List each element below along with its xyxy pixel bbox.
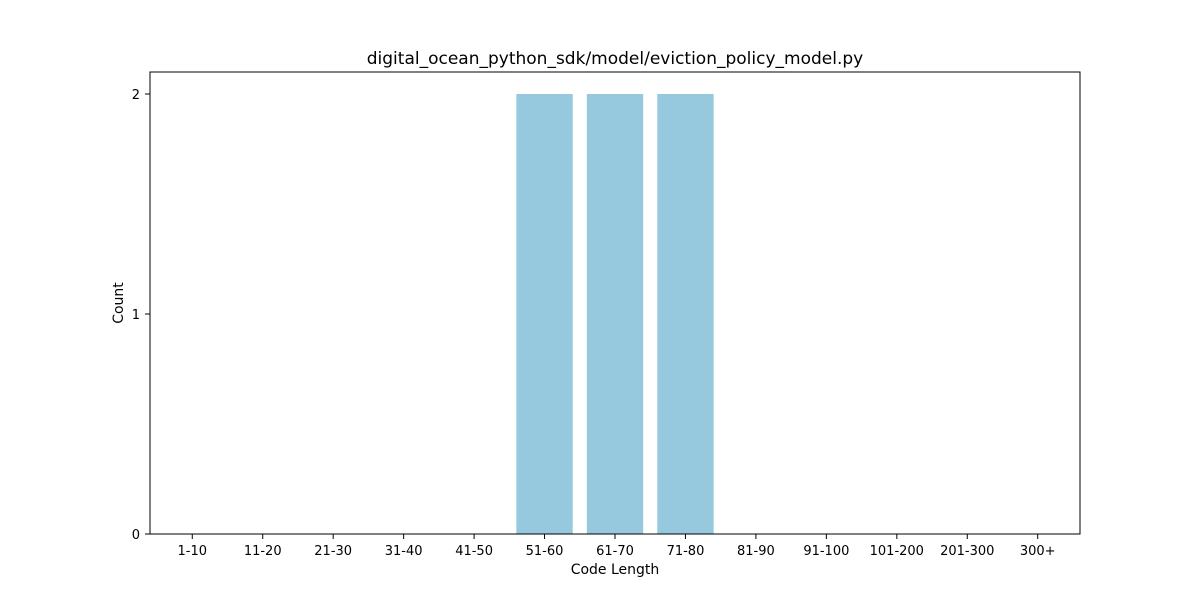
y-axis-label: Count: [111, 282, 127, 324]
x-tick-label: 31-40: [385, 544, 423, 559]
x-tick-label: 71-80: [667, 544, 705, 559]
x-tick-label: 81-90: [737, 544, 775, 559]
x-tick-label: 21-30: [314, 544, 352, 559]
x-tick-label: 11-20: [244, 544, 282, 559]
x-axis: 1-10 11-20 21-30 31-40 41-50 51-60 61-70 71-80 8…: [178, 534, 1056, 559]
bar-71-80: [657, 94, 714, 534]
x-tick-label: 51-60: [526, 544, 564, 559]
x-tick-label: 1-10: [178, 544, 208, 559]
x-axis-label: Code Length: [571, 562, 660, 578]
x-tick-label: 91-100: [803, 544, 849, 559]
y-tick-label: 1: [132, 308, 140, 323]
bars-group: [516, 94, 714, 534]
y-tick-label: 2: [132, 88, 140, 103]
x-tick-label: 300+: [1020, 544, 1056, 559]
y-axis: 0 1 2: [132, 88, 150, 543]
y-tick-label: 0: [132, 528, 140, 543]
x-tick-label: 61-70: [596, 544, 634, 559]
chart-title: digital_ocean_python_sdk/model/eviction_…: [367, 49, 863, 69]
bar-51-60: [516, 94, 573, 534]
x-tick-label: 41-50: [455, 544, 493, 559]
x-tick-label: 201-300: [940, 544, 994, 559]
bar-61-70: [586, 94, 644, 534]
x-tick-label: 101-200: [870, 544, 924, 559]
